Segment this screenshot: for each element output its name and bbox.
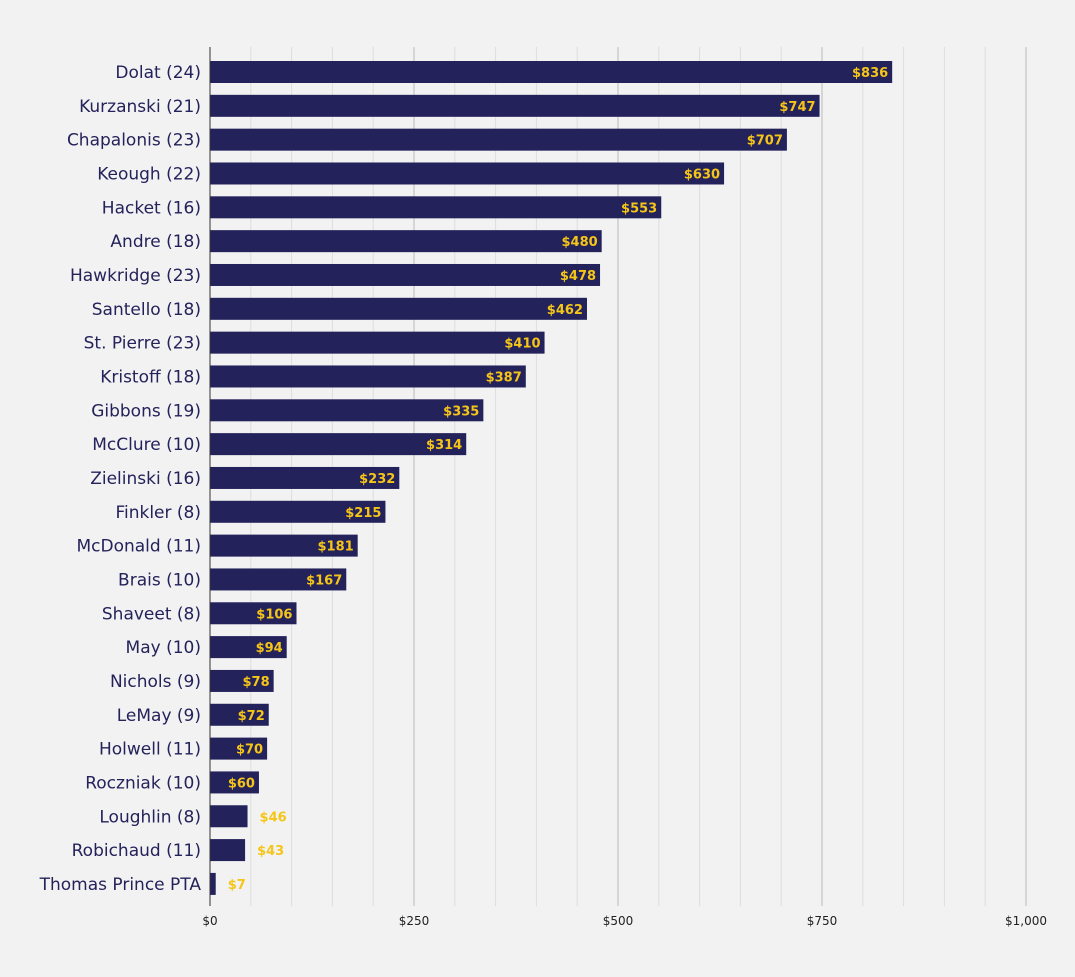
value-label: $335 — [443, 404, 479, 419]
x-axis-ticks: $0 $250 $500 $750 $1,000 — [202, 914, 1047, 928]
bar — [210, 839, 246, 862]
value-label: $181 — [318, 540, 354, 555]
category-label: Keough (22) — [97, 164, 201, 184]
grid-lines — [250, 47, 1027, 906]
x-tick-label: $500 — [603, 914, 634, 928]
value-label: $836 — [852, 66, 888, 81]
x-tick-label: $750 — [807, 914, 838, 928]
value-label: $553 — [621, 201, 657, 216]
bar — [210, 636, 287, 659]
bar — [210, 365, 526, 388]
bar — [210, 196, 662, 219]
bar — [210, 297, 587, 320]
category-label: May (10) — [126, 638, 201, 658]
value-label: $630 — [684, 167, 720, 182]
category-label: Loughlin (8) — [99, 807, 201, 827]
bar — [210, 331, 545, 354]
bar — [210, 263, 601, 286]
value-label: $387 — [486, 370, 522, 385]
bar — [210, 466, 400, 489]
value-label: $167 — [306, 573, 342, 588]
category-label: McClure (10) — [92, 435, 201, 455]
value-label: $480 — [561, 235, 597, 250]
bar — [210, 230, 602, 253]
value-label: $410 — [504, 337, 540, 352]
category-labels: Dolat (24) Kurzanski (21) Chapalonis (23) K… — [39, 63, 202, 895]
value-label: $60 — [228, 776, 255, 791]
category-label: Holwell (11) — [99, 740, 201, 760]
bar — [210, 703, 269, 726]
value-label: $7 — [228, 878, 246, 893]
x-tick-label: $250 — [399, 914, 430, 928]
value-label: $46 — [260, 810, 287, 825]
value-label: $232 — [359, 472, 395, 487]
value-labels: $836 $747 $707 $630 $553 $480 $478 $462 $410 $387… — [228, 66, 888, 893]
category-label: Kristoff (18) — [100, 367, 201, 387]
category-label: St. Pierre (23) — [84, 334, 201, 354]
category-label: Zielinski (16) — [90, 469, 201, 489]
bar — [210, 433, 467, 456]
category-label: Nichols (9) — [110, 672, 201, 692]
bar — [210, 771, 259, 794]
bar — [210, 94, 820, 117]
value-label: $70 — [236, 743, 263, 758]
value-label: $215 — [345, 506, 381, 521]
bar — [210, 737, 268, 760]
category-label: Shaveet (8) — [102, 604, 201, 624]
category-label: Dolat (24) — [115, 63, 201, 83]
bar — [210, 602, 297, 625]
category-label: Robichaud (11) — [72, 841, 201, 861]
bar — [210, 128, 787, 151]
category-label: Thomas Prince PTA — [39, 875, 202, 895]
value-label: $707 — [747, 134, 783, 149]
x-tick-label: $1,000 — [1005, 914, 1047, 928]
value-label: $106 — [256, 607, 292, 622]
x-tick-label: $0 — [202, 914, 217, 928]
bar — [210, 669, 274, 692]
bar — [210, 500, 386, 523]
bar — [210, 872, 216, 895]
category-label: Chapalonis (23) — [67, 131, 201, 151]
category-label: Andre (18) — [110, 232, 201, 252]
value-label: $314 — [426, 438, 462, 453]
value-label: $462 — [547, 303, 583, 318]
bar — [210, 399, 484, 422]
bar — [210, 534, 358, 557]
category-label: Brais (10) — [118, 570, 201, 590]
value-label: $78 — [243, 675, 270, 690]
bar — [210, 162, 725, 185]
category-label: Kurzanski (21) — [79, 97, 201, 117]
category-label: LeMay (9) — [117, 706, 201, 726]
bar — [210, 61, 893, 83]
category-label: Hawkridge (23) — [70, 266, 201, 286]
bar — [210, 568, 347, 591]
bar — [210, 805, 248, 828]
category-label: Santello (18) — [92, 300, 201, 320]
category-label: Gibbons (19) — [91, 401, 201, 421]
value-label: $747 — [779, 100, 815, 115]
value-label: $478 — [560, 269, 596, 284]
category-label: Hacket (16) — [102, 198, 201, 218]
bars — [210, 61, 893, 895]
category-label: Roczniak (10) — [85, 773, 201, 793]
value-label: $72 — [238, 709, 265, 724]
category-label: McDonald (11) — [76, 537, 201, 557]
value-label: $94 — [256, 641, 283, 656]
category-label: Finkler (8) — [115, 503, 201, 523]
value-label: $43 — [257, 844, 284, 859]
